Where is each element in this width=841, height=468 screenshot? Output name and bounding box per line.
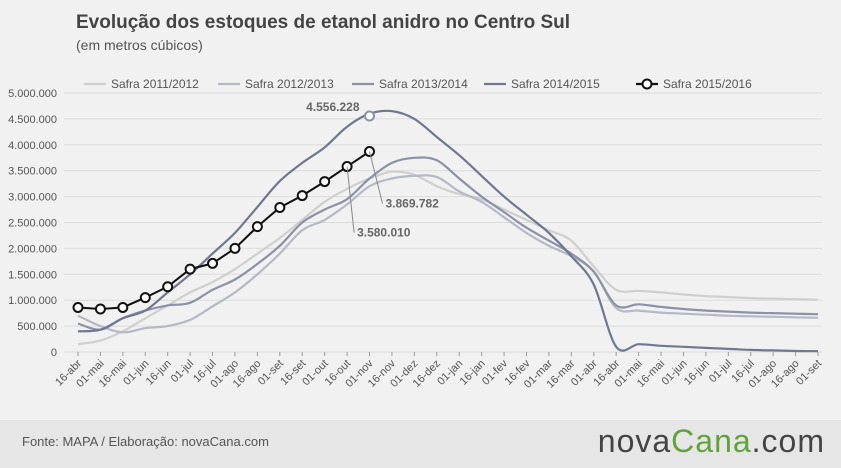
- data-point-safra-2015-2016: [117, 301, 129, 313]
- series-line-safra-2011-2012: [77, 170, 819, 346]
- annotation-marker: [364, 110, 376, 122]
- footer: Fonte: MAPA / Elaboração: novaCana.com n…: [0, 420, 841, 468]
- data-point-safra-2015-2016: [139, 292, 151, 304]
- data-point-safra-2015-2016: [207, 257, 219, 269]
- data-point-safra-2015-2016: [72, 301, 84, 313]
- x-tick-label: 01-set: [794, 358, 824, 388]
- y-tick-label: 3.500.000: [8, 166, 57, 178]
- x-tick-label: 01-jul: [169, 358, 197, 386]
- legend-label: Safra 2011/2012: [111, 77, 199, 91]
- series-line-safra-2012-2013: [77, 174, 819, 334]
- legend-label: Safra 2013/2014: [379, 77, 468, 91]
- data-point-safra-2015-2016: [319, 176, 331, 188]
- y-tick-label: 4.000.000: [8, 140, 57, 152]
- legend-label: Safra 2012/2013: [245, 77, 334, 91]
- chart-area: 0 500.000 1.000.000 1.500.000 2.000.000 2.500…: [8, 77, 824, 391]
- data-point-safra-2015-2016: [296, 190, 308, 202]
- legend-marker: [641, 78, 653, 90]
- data-point-safra-2015-2016: [274, 201, 286, 213]
- data-point-safra-2015-2016: [184, 263, 196, 275]
- source-text: Fonte: MAPA / Elaboração: novaCana.com: [22, 434, 269, 449]
- logo-part-com: .com: [751, 423, 825, 459]
- chart-subtitle: (em metros cúbicos): [76, 37, 203, 53]
- y-tick-label: 2.000.000: [8, 243, 57, 255]
- y-tick-label: 1.500.000: [8, 269, 57, 281]
- y-tick-label: 5.000.000: [8, 88, 57, 100]
- line-chart: 0 500.000 1.000.000 1.500.000 2.000.000 2.500…: [8, 77, 824, 391]
- y-tick-label: 3.000.000: [8, 192, 57, 204]
- annotation-leader: [369, 151, 384, 204]
- annotation-leader: [346, 166, 355, 233]
- logo-part-nova: nova: [597, 423, 672, 459]
- chart-title: Evolução dos estoques de etanol anidro n…: [76, 12, 571, 33]
- x-tick-label: 16-jun: [682, 358, 712, 388]
- x-tick-label: 16-jun: [144, 358, 174, 388]
- series-line-safra-2014-2015: [77, 109, 819, 353]
- legend-label: Safra 2015/2016: [663, 77, 752, 91]
- annotation-label: 3.869.782: [386, 197, 440, 211]
- data-point-safra-2015-2016: [162, 281, 174, 293]
- y-tick-label: 2.500.000: [8, 218, 57, 230]
- legend-label: Safra 2014/2015: [511, 77, 600, 91]
- data-point-safra-2015-2016: [94, 303, 106, 315]
- y-tick-label: 500.000: [17, 321, 57, 333]
- novacana-logo: novaCana.com: [598, 423, 825, 460]
- annotation-label: 3.580.010: [357, 226, 411, 240]
- y-tick-label: 4.500.000: [8, 114, 57, 126]
- annotation-label: 4.556.228: [306, 100, 360, 114]
- data-point-safra-2015-2016: [251, 221, 263, 233]
- x-tick-label: 01-jul: [707, 358, 735, 386]
- y-tick-label: 0: [51, 347, 57, 359]
- y-tick-label: 1.000.000: [8, 295, 57, 307]
- series-line-safra-2013-2014: [77, 156, 819, 331]
- logo-part-cana: Cana: [671, 423, 752, 459]
- data-point-safra-2015-2016: [229, 242, 241, 254]
